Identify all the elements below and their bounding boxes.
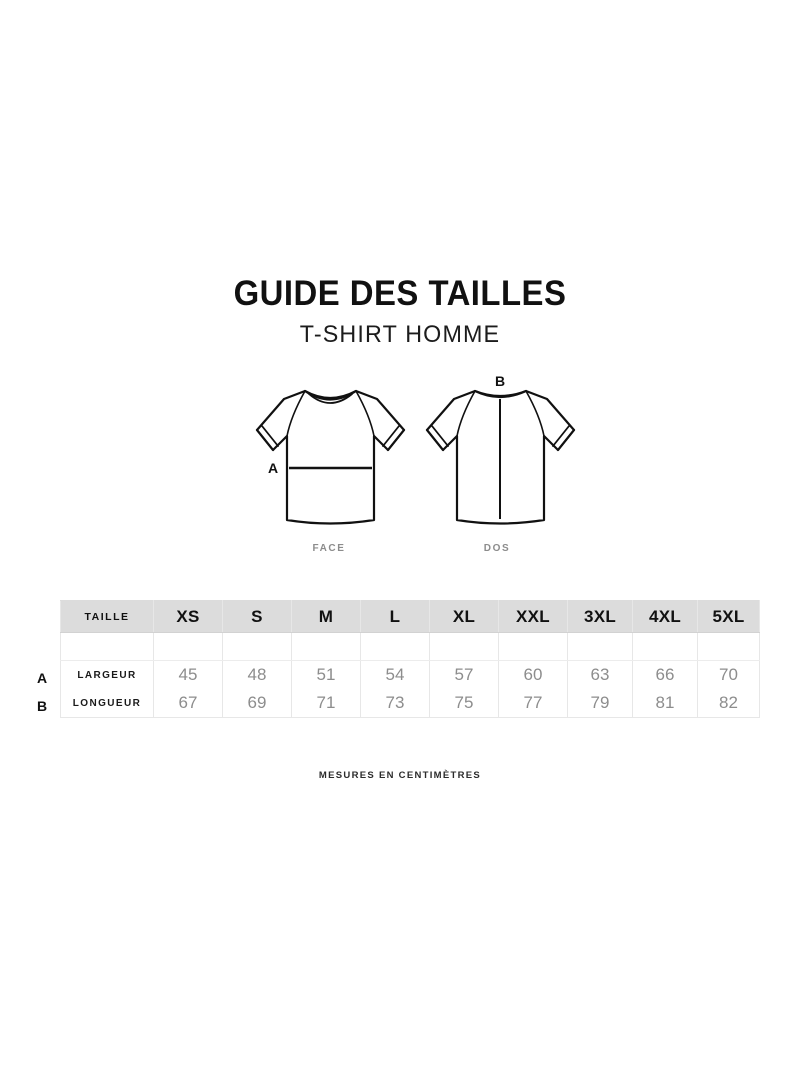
spacer-cell: [60, 632, 154, 661]
row-label-largeur: LARGEUR: [60, 660, 154, 689]
caption-front: FACE: [312, 543, 346, 554]
header-size-xxl: XXL: [498, 600, 568, 633]
measurement-unit-note: MESURES EN CENTIMÈTRES: [318, 770, 482, 781]
table-row: LONGUEUR 67 69 71 73 75 77 79 81 82: [60, 689, 760, 718]
cell-longueur-s: 69: [222, 689, 292, 718]
tshirt-front-illustration: A: [255, 389, 406, 525]
cell-longueur-xl: 75: [429, 689, 499, 718]
cell-largeur-l: 54: [360, 660, 430, 689]
header-size-l: L: [360, 600, 430, 633]
header-size-4xl: 4XL: [632, 600, 698, 633]
back-marker-b-label: B: [495, 373, 505, 389]
cell-largeur-m: 51: [291, 660, 361, 689]
spacer-cell: [291, 632, 361, 661]
table-spacer-row: [60, 632, 760, 661]
header-size-xl: XL: [429, 600, 499, 633]
header-taille: TAILLE: [60, 600, 154, 633]
table-row: LARGEUR 45 48 51 54 57 60 63 66 70: [60, 660, 760, 689]
illustrations: A B: [0, 372, 800, 567]
cell-largeur-4xl: 66: [632, 660, 698, 689]
row-marker-a: A: [36, 670, 48, 686]
page-header: GUIDE DES TAILLES T-SHIRT HOMME: [0, 274, 800, 349]
header-size-5xl: 5XL: [697, 600, 760, 633]
cell-largeur-xs: 45: [153, 660, 223, 689]
row-marker-b: B: [36, 698, 48, 714]
cell-largeur-xl: 57: [429, 660, 499, 689]
cell-longueur-l: 73: [360, 689, 430, 718]
spacer-cell: [632, 632, 698, 661]
cell-largeur-xxl: 60: [498, 660, 568, 689]
page-subtitle: T-SHIRT HOMME: [299, 320, 501, 348]
cell-longueur-m: 71: [291, 689, 361, 718]
spacer-cell: [429, 632, 499, 661]
cell-largeur-s: 48: [222, 660, 292, 689]
spacer-cell: [697, 632, 760, 661]
cell-longueur-xxl: 77: [498, 689, 568, 718]
cell-longueur-4xl: 81: [632, 689, 698, 718]
spacer-cell: [153, 632, 223, 661]
header-size-s: S: [222, 600, 292, 633]
header-size-xs: XS: [153, 600, 223, 633]
cell-largeur-5xl: 70: [697, 660, 760, 689]
spacer-cell: [360, 632, 430, 661]
row-label-longueur: LONGUEUR: [60, 689, 154, 718]
caption-back: DOS: [483, 543, 511, 554]
cell-longueur-5xl: 82: [697, 689, 760, 718]
cell-longueur-xs: 67: [153, 689, 223, 718]
header-size-3xl: 3XL: [567, 600, 633, 633]
page-title: GUIDE DES TAILLES: [233, 274, 567, 313]
header-size-m: M: [291, 600, 361, 633]
spacer-cell: [567, 632, 633, 661]
table-header-row: TAILLE XS S M L XL XXL 3XL 4XL 5XL: [60, 600, 760, 633]
cell-longueur-3xl: 79: [567, 689, 633, 718]
size-table: TAILLE XS S M L XL XXL 3XL 4XL 5XL: [60, 600, 760, 718]
front-marker-a-label: A: [268, 460, 278, 476]
spacer-cell: [222, 632, 292, 661]
size-table-container: TAILLE XS S M L XL XXL 3XL 4XL 5XL: [60, 600, 760, 718]
tshirt-back-illustration: B: [425, 373, 576, 525]
cell-largeur-3xl: 63: [567, 660, 633, 689]
spacer-cell: [498, 632, 568, 661]
